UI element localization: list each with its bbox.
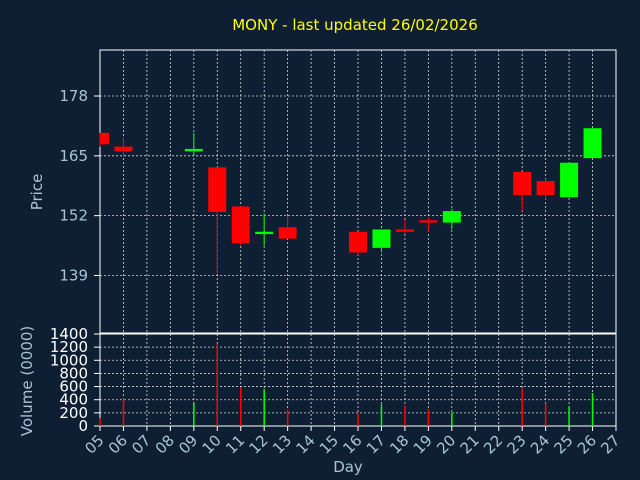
chart-title: MONY - last updated 26/02/2026 xyxy=(232,16,478,34)
x-tick-label: 18 xyxy=(386,431,412,457)
candle-body xyxy=(583,128,602,159)
x-tick-label: 21 xyxy=(457,431,483,457)
x-tick-label: 24 xyxy=(527,431,553,457)
volume-tick-label: 800 xyxy=(59,364,88,382)
candle-body xyxy=(208,167,227,212)
candle-body xyxy=(419,220,438,223)
x-tick-label: 05 xyxy=(81,431,107,457)
candle-body xyxy=(231,206,250,244)
x-tick-label: 22 xyxy=(480,431,506,457)
candle-body xyxy=(442,211,461,223)
volume-tick-label: 0 xyxy=(78,417,88,435)
volume-tick-label: 1400 xyxy=(50,325,88,343)
candle-body xyxy=(395,229,414,232)
candle-body xyxy=(372,229,391,248)
volume-tick-label: 1000 xyxy=(50,351,88,369)
x-axis: 0506070809101112131415161718192021222324… xyxy=(81,426,624,458)
x-tick-label: 10 xyxy=(199,431,225,457)
price-tick-label: 165 xyxy=(59,147,88,165)
x-tick-label: 25 xyxy=(550,431,576,457)
candle-body xyxy=(184,148,203,152)
x-tick-label: 14 xyxy=(292,431,318,457)
volume-tick-label: 600 xyxy=(59,378,88,396)
x-tick-label: 06 xyxy=(105,431,131,457)
x-tick-label: 12 xyxy=(246,431,272,457)
price-axis-label: Price xyxy=(28,174,46,211)
x-tick-label: 26 xyxy=(574,431,600,457)
price-panel: 139 152 165 178 xyxy=(59,49,617,334)
candle-body xyxy=(513,171,532,195)
price-tick-label: 152 xyxy=(59,207,88,225)
x-tick-label: 23 xyxy=(504,431,530,457)
x-tick-label: 19 xyxy=(410,431,436,457)
x-tick-label: 13 xyxy=(269,431,295,457)
x-tick-label: 17 xyxy=(363,431,389,457)
candle-body xyxy=(560,162,579,198)
volume-tick-label: 200 xyxy=(59,404,88,422)
volume-tick-label: 1200 xyxy=(50,338,88,356)
price-tick-label: 139 xyxy=(59,266,88,284)
price-tick-label: 178 xyxy=(59,87,88,105)
candle-body xyxy=(536,181,555,195)
candle-body xyxy=(278,227,297,239)
candle-body xyxy=(100,132,109,145)
volume-axis-label: Volume (0000) xyxy=(18,326,36,436)
x-tick-label: 07 xyxy=(128,431,154,457)
x-tick-label: 15 xyxy=(316,431,342,457)
x-tick-label: 09 xyxy=(175,431,201,457)
candle-body xyxy=(255,231,274,235)
candle-body xyxy=(349,231,367,253)
x-tick-label: 16 xyxy=(339,431,365,457)
x-tick-label: 27 xyxy=(597,431,623,457)
x-tick-label: 20 xyxy=(433,431,459,457)
x-tick-label: 08 xyxy=(152,431,178,457)
candle-body xyxy=(114,146,133,152)
x-tick-label: 11 xyxy=(222,431,248,457)
volume-tick-label: 400 xyxy=(59,391,88,409)
x-axis-label: Day xyxy=(333,458,363,476)
